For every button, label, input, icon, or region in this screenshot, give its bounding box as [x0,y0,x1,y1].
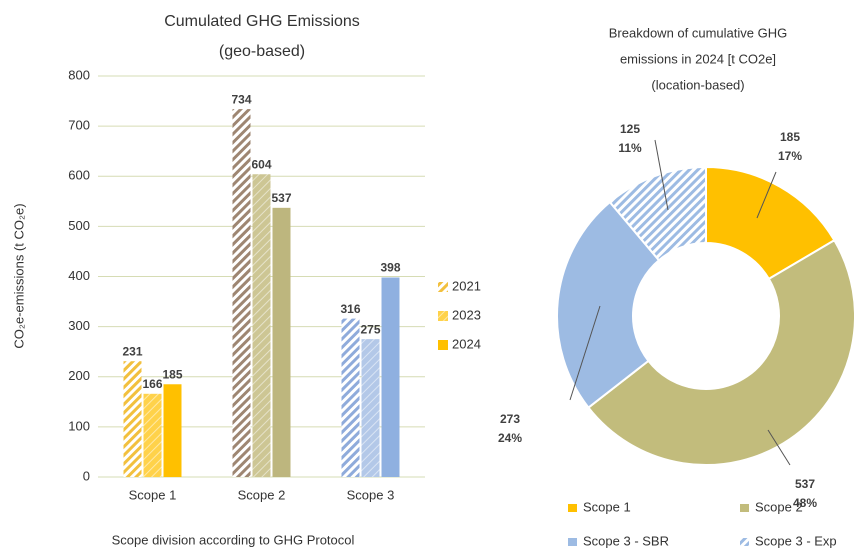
data-label: 316 [340,302,360,316]
legend-label: Scope 3 - Exp [755,533,837,548]
y-axis-label: CO₂e-emissions (t CO₂e) [11,203,26,348]
bar [381,277,400,477]
bar [123,361,142,477]
data-label: 166 [142,377,162,391]
data-label: 734 [231,92,251,106]
y-tick-label: 200 [68,368,90,383]
data-label: 604 [251,157,271,171]
y-tick-label: 400 [68,268,90,283]
legend-swatch [568,538,577,546]
leader-line [756,171,777,219]
data-label: 185 [780,130,800,144]
y-tick-label: 500 [68,218,90,233]
x-axis-label: Scope division according to GHG Protocol [112,532,355,547]
y-tick-label: 600 [68,168,90,183]
legend-label: Scope 3 - SBR [583,533,669,548]
donut-title: (location-based) [651,77,744,92]
legend-swatch [740,538,749,546]
x-tick-label: Scope 2 [238,487,286,502]
donut-segment [587,238,854,466]
legend-label: 2023 [452,307,481,322]
bar [341,318,360,477]
data-label: 537 [271,191,291,205]
x-tick-label: Scope 3 [347,487,395,502]
donut-title: Breakdown of cumulative GHG [609,25,787,40]
legend-label: 2021 [452,278,481,293]
leader-line [654,139,669,211]
data-label: 273 [500,412,520,426]
legend-swatch [438,282,448,292]
y-tick-label: 800 [68,67,90,82]
data-label: 185 [162,367,182,381]
data-label: 24% [498,431,522,445]
data-label: 231 [122,344,142,358]
leader-line [767,429,791,466]
y-tick-label: 300 [68,318,90,333]
bar [143,393,162,477]
x-tick-label: Scope 1 [129,487,177,502]
bar [252,174,271,477]
y-tick-label: 100 [68,418,90,433]
data-label: 537 [795,477,815,491]
donut-segment [608,165,707,262]
legend-label: Scope 1 [583,499,631,514]
legend-swatch [740,504,749,512]
data-label: 275 [360,322,380,336]
legend-swatch [438,311,448,321]
bar-subtitle: (geo-based) [219,43,305,60]
bar [272,207,291,478]
legend-swatch [438,340,448,350]
y-tick-label: 700 [68,118,90,133]
bar-title: Cumulated GHG Emissions [164,13,360,30]
data-label: 11% [618,141,642,155]
legend-label: Scope 2 [755,499,803,514]
y-tick-label: 0 [83,468,90,483]
legend-swatch [568,504,577,512]
leader-line [569,305,601,401]
bar [361,339,380,477]
data-label: 48% [793,496,817,510]
legend-label: 2024 [452,336,481,351]
donut-segment [556,200,661,409]
bar [163,384,182,477]
bar [232,109,251,478]
data-label: 125 [620,122,640,136]
data-label: 398 [380,261,400,275]
data-label: 17% [778,149,802,163]
donut-title: emissions in 2024 [t CO2e] [620,51,776,66]
donut-segment [705,165,836,281]
